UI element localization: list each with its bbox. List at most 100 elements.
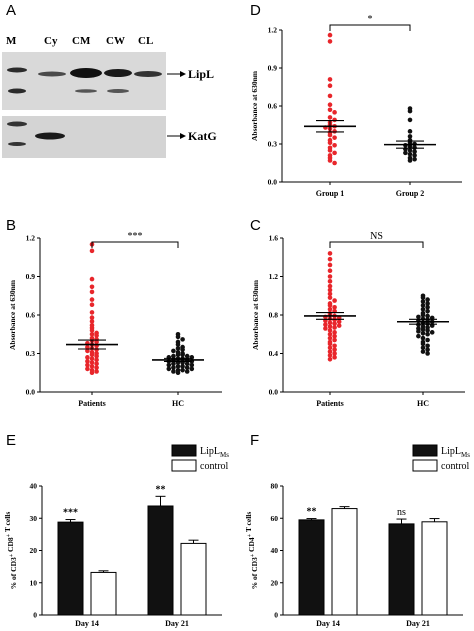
panel-letter-f: F [250,432,259,449]
chart-c: 0.0 0.4 0.8 1.2 1.6 Absorbance at 630nm Patien… [251,231,465,408]
data-point [327,320,333,326]
data-point [89,360,95,365]
panel-letter-b: B [6,217,16,234]
data-point [327,77,333,82]
y-tick-label: 40 [271,546,279,555]
lipl-label: LipL [188,67,214,81]
data-point [332,298,337,303]
data-point [420,295,426,300]
significance-bracket [91,241,179,248]
lane-label-m: M [6,35,17,47]
data-point [425,347,430,352]
data-point [425,305,430,310]
data-point [332,325,337,330]
data-point [420,299,426,304]
data-point [189,362,195,368]
y-tick-label: 40 [30,482,38,491]
data-point [323,326,328,331]
data-point [425,301,430,306]
data-point [89,328,95,333]
data-point [180,367,185,373]
data-point [327,158,333,163]
data-point [327,32,333,38]
y-tick-label: 20 [271,578,279,587]
legend-label: control [200,461,229,472]
data-point [336,319,342,325]
data-point [403,150,408,156]
data-point [412,153,417,158]
data-point [332,110,337,115]
bar [180,542,207,616]
data-point [420,335,426,341]
data-point [407,108,413,114]
data-point [327,331,333,337]
lane-label-cy: Cy [44,35,58,47]
data-point [175,370,181,376]
y-axis-label: Absorbance at 630nm [8,279,17,350]
y-tick-label: 0 [274,611,278,620]
y-tick-label: 0 [33,611,37,620]
minor-band-cw [107,89,129,93]
significance-label: *** [128,231,143,242]
legend-label: control [441,461,470,472]
data-point [184,353,190,359]
data-point [327,107,333,113]
x-category-label: Group 1 [316,189,345,198]
significance-label: * [368,14,373,25]
data-point [175,334,181,340]
panel-letter-a: A [6,2,16,19]
data-point [332,347,337,352]
data-point [416,333,421,339]
data-point [327,140,333,146]
data-point [327,268,333,274]
y-tick-label: 0.6 [268,102,278,111]
lipl-band-cm [70,68,102,78]
data-point [327,132,333,138]
data-point [332,142,337,148]
data-point [171,361,176,367]
data-point [425,313,430,319]
y-axis-label: Absorbance at 630nm [250,70,259,141]
data-point [332,305,337,310]
data-point [184,365,190,370]
data-point [327,295,333,300]
data-point [327,274,333,279]
bar [388,523,415,616]
data-point [416,314,421,320]
y-axis-label: Absorbance at 630nm [251,279,260,350]
data-point [420,327,426,332]
data-point [94,357,99,363]
panel-a: A M Cy CM CW CL LipL KatG [2,2,217,158]
data-point [327,262,333,268]
data-point [332,135,337,140]
data-point [94,365,99,370]
significance-label: ** [307,507,317,518]
data-point [327,93,333,99]
legend-swatch [171,444,197,457]
data-point [332,117,337,123]
data-point [85,358,90,364]
legend-label: LipLMs [441,446,470,459]
chart-f: 0 20 40 60 80 % of CD3+ CD4+ T cells ** Day 14 n… [244,444,470,628]
marker-band [8,142,26,146]
data-point [327,291,333,297]
data-point [332,330,337,335]
data-point [407,134,413,139]
y-tick-label: 0.6 [26,311,36,320]
data-point [180,364,185,369]
data-point [407,129,413,134]
data-point [85,366,90,372]
data-point [412,149,417,154]
data-point [85,362,90,368]
data-point [89,302,95,308]
data-point [327,148,333,153]
data-point [327,324,333,329]
data-point [94,353,99,359]
data-point [327,345,333,351]
data-point [85,344,90,350]
data-point [180,337,185,342]
data-point [336,323,342,328]
data-point [327,83,333,89]
x-category-label: Day 21 [165,619,189,628]
